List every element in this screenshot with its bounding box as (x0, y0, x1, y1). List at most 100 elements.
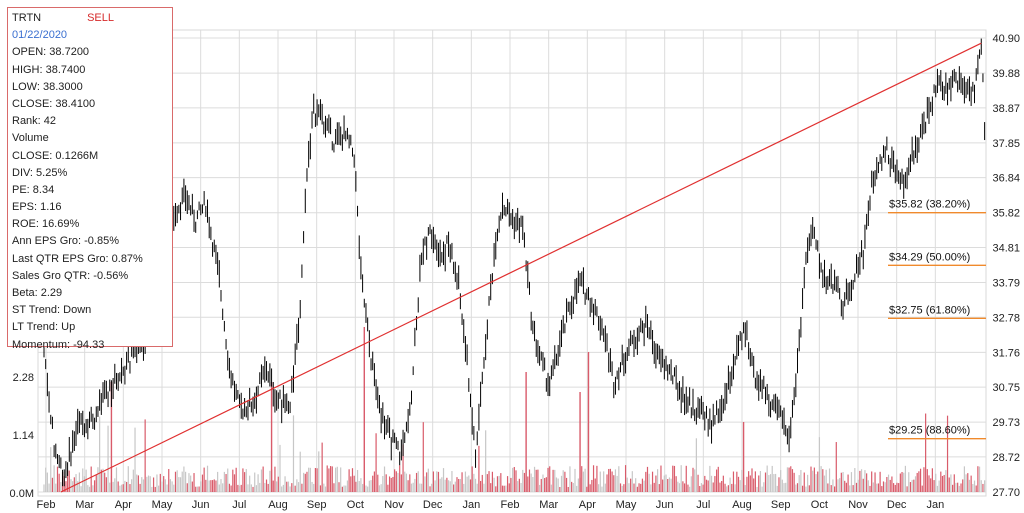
volume-bar (973, 480, 976, 492)
volume-bar (343, 485, 345, 492)
volume-bar (741, 469, 743, 492)
volume-bar (582, 471, 585, 492)
volume-bar (265, 479, 268, 492)
volume-bar (60, 482, 62, 492)
volume-bar (928, 475, 930, 492)
volume-bar (208, 480, 210, 492)
quote-date: 01/22/2020 (12, 29, 68, 42)
volume-bar (801, 485, 804, 492)
volume-bar (822, 469, 824, 492)
volume-bar (51, 477, 54, 492)
volume-bar (404, 471, 406, 492)
volume-bar (83, 476, 86, 492)
volume-bar (815, 474, 817, 492)
volume-bar (545, 477, 547, 492)
volume-bar (866, 473, 868, 492)
volume-bar (662, 479, 664, 492)
volume-bar (318, 451, 320, 492)
volume-bar (387, 484, 389, 492)
volume-bar (704, 475, 706, 492)
volume-bar (651, 471, 654, 492)
volume-bar (732, 471, 735, 492)
volume-bar (672, 465, 674, 492)
volume-bar (584, 468, 586, 492)
volume-bar (618, 466, 620, 492)
volume-bar (859, 470, 861, 492)
volume-bar (282, 484, 284, 492)
volume-bar (894, 484, 896, 492)
volume-bar (486, 474, 488, 492)
volume-bar (528, 469, 531, 492)
volume-bar (506, 476, 509, 492)
volume-bar (887, 474, 890, 492)
volume-bar (919, 468, 922, 492)
volume-bar (463, 483, 465, 492)
volume-bar (830, 485, 832, 492)
volume-bar (247, 484, 249, 492)
volume-bar (368, 480, 370, 492)
volume-bar (291, 483, 293, 492)
volume-bar (324, 486, 327, 492)
volume-bar (340, 467, 342, 492)
volume-bar (749, 475, 751, 492)
volume-bar (572, 483, 574, 492)
volume-bar (604, 483, 606, 492)
volume-bar (621, 485, 623, 492)
volume-bar (759, 471, 762, 492)
volume-bar (294, 485, 296, 492)
volume-bar (56, 466, 59, 492)
volume-bar (896, 482, 898, 492)
volume-bar (321, 442, 323, 492)
volume-bar (537, 469, 539, 492)
volume-bar (914, 476, 917, 492)
volume-bar (522, 469, 524, 492)
volume-bar (871, 471, 873, 492)
volume-bar (225, 474, 227, 492)
volume-bar (788, 467, 790, 492)
volume-bar (977, 466, 979, 492)
volume-bar (562, 470, 564, 492)
volume-bar (329, 466, 332, 492)
volume-spike (579, 392, 581, 492)
month-tick-label: Feb (37, 499, 56, 511)
volume-bar (210, 480, 212, 492)
volume-bar (754, 471, 756, 492)
month-tick-label: May (616, 499, 637, 511)
volume-bar (877, 483, 880, 492)
volume-bar (712, 482, 714, 492)
volume-bar (458, 478, 460, 492)
volume-bar (269, 470, 271, 492)
volume-bar (665, 474, 667, 492)
volume-bar (834, 486, 836, 492)
price-tick-label: 33.79 (992, 278, 1020, 290)
volume-bar (970, 475, 972, 492)
volume-bar (658, 484, 660, 492)
volume-bar (908, 472, 910, 492)
volume-bar (616, 475, 618, 492)
volume-bar (796, 483, 799, 492)
volume-bar (635, 478, 637, 492)
volume-bar (144, 419, 146, 492)
ticker-symbol: TRTN (12, 12, 42, 24)
volume-bar (849, 485, 851, 492)
info-line: Momentum: -94.33 (12, 338, 105, 351)
volume-bar (746, 476, 748, 492)
volume-bar (748, 471, 750, 492)
volume-bar (682, 481, 684, 492)
volume-bar (456, 477, 458, 492)
volume-bar (948, 477, 950, 492)
volume-bar (213, 479, 215, 492)
volume-bar (675, 476, 677, 492)
volume-bar (114, 478, 116, 492)
volume-bar (169, 479, 172, 492)
price-tick-label: 37.85 (992, 138, 1020, 150)
volume-bar (235, 467, 237, 492)
volume-bar (436, 471, 438, 492)
volume-bar (152, 477, 155, 492)
volume-bar (805, 486, 807, 492)
volume-bar (70, 479, 72, 492)
volume-bar (945, 470, 947, 492)
volume-bar (751, 468, 753, 492)
volume-bar (564, 471, 566, 492)
